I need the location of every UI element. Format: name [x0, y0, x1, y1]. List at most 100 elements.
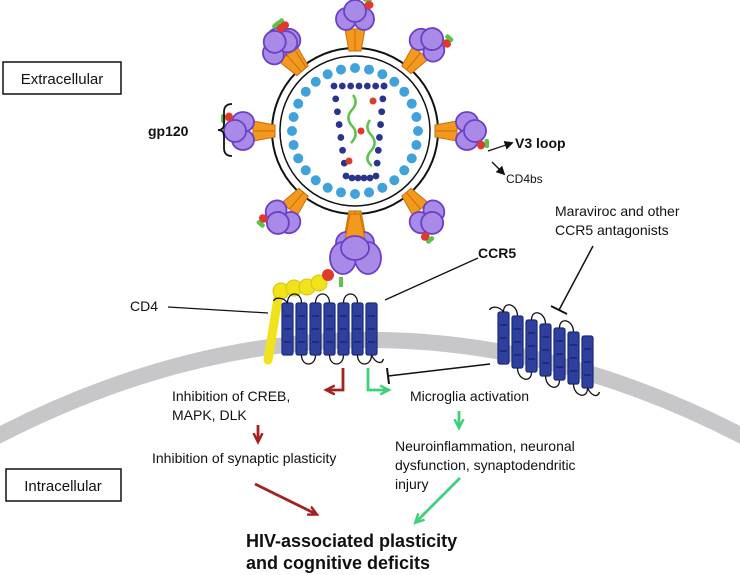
- matrix-dot: [411, 140, 422, 151]
- core-dot: [360, 174, 368, 182]
- t-bar-inhibition-icon: [550, 245, 594, 315]
- extracellular-box: Extracellular: [2, 61, 122, 95]
- matrix-dot: [322, 182, 333, 193]
- matrix-dot: [310, 175, 321, 186]
- v3-loop-pointer: [487, 140, 514, 152]
- matrix-dot: [322, 69, 333, 80]
- matrix-dot: [350, 63, 360, 73]
- matrix-dot: [364, 187, 375, 198]
- matrix-dot: [335, 187, 346, 198]
- creb-label-line2: MAPK, DLK: [172, 407, 247, 423]
- gp120-brace: [217, 103, 233, 157]
- outcome-line1: HIV-associated plasticity: [246, 531, 457, 551]
- core-dot: [372, 172, 380, 180]
- matrix-dot: [335, 64, 346, 75]
- core-dot: [354, 174, 362, 182]
- core-dot: [378, 108, 386, 116]
- core-dot: [347, 82, 355, 90]
- envelope-spikes: [221, 0, 489, 275]
- matrix-dot: [389, 175, 400, 186]
- core-dot: [376, 134, 383, 141]
- arrow-icon: [327, 368, 345, 390]
- core-dot: [338, 82, 346, 90]
- gp120-gp41-spike: [335, 0, 375, 52]
- gp120-gp41-spike: [401, 187, 446, 244]
- core-dot: [379, 95, 387, 103]
- neuro-label-line2: dysfunction, synaptodendritic: [395, 457, 576, 473]
- ccr5-pointer: [384, 257, 479, 301]
- neuro-label-line1: Neuroinflammation, neuronal: [395, 438, 575, 454]
- synaptic-label: Inhibition of synaptic plasticity: [152, 450, 336, 466]
- cd4-label: CD4: [130, 298, 158, 314]
- gp120-gp41-spike: [401, 27, 454, 75]
- matrix-dot: [406, 153, 417, 164]
- matrix-dot: [377, 69, 388, 80]
- matrix-dot: [399, 86, 410, 97]
- intracellular-box: Intracellular: [5, 468, 122, 502]
- rna-strand: [366, 119, 376, 167]
- core-dot: [334, 108, 341, 116]
- core-dot: [342, 172, 350, 180]
- gp120-gp41-spike: [256, 187, 309, 235]
- cd4bs-pointer: [491, 161, 506, 176]
- matrix-dot: [411, 111, 422, 122]
- gp120-gp41-spike: [221, 111, 276, 151]
- core-dot: [332, 95, 340, 103]
- core-dot: [377, 121, 384, 128]
- core-dot: [363, 82, 371, 90]
- core-dot: [372, 82, 380, 90]
- core-protein: [369, 97, 377, 105]
- matrix-dot: [406, 98, 417, 109]
- rna-strand: [347, 94, 357, 144]
- matrix-dot: [377, 182, 388, 193]
- ccr5-label: CCR5: [478, 245, 516, 261]
- gp120-label: gp120: [148, 123, 189, 139]
- matrix-dot: [300, 165, 311, 176]
- maraviroc-label-line1: Maraviroc and other: [555, 203, 680, 219]
- matrix-dot: [288, 111, 299, 122]
- maraviroc-label-line2: CCR5 antagonists: [555, 222, 669, 238]
- microglia-label: Microglia activation: [410, 388, 529, 404]
- matrix-dot: [310, 76, 321, 87]
- core-dot: [339, 146, 346, 154]
- ccr5-receptor-antagonist: [488, 304, 601, 397]
- gp120-gp41-spike-bound: [329, 213, 382, 275]
- matrix-dot: [300, 86, 311, 97]
- t-bar-inhibition-icon: [386, 363, 491, 385]
- arrow-icon: [416, 477, 461, 522]
- core-dot: [355, 82, 363, 90]
- intracellular-label: Intracellular: [24, 478, 102, 495]
- core-dot: [337, 134, 345, 141]
- core-dot: [374, 146, 382, 154]
- core-dot: [348, 174, 356, 182]
- matrix-dot: [287, 126, 297, 136]
- hiv-virion: [221, 0, 489, 275]
- gp120-gp41-spike: [434, 111, 489, 151]
- matrix-dot: [293, 153, 304, 164]
- ccr5-receptor-bound: [272, 293, 385, 365]
- core-dot: [380, 82, 388, 90]
- matrix-dot: [389, 76, 400, 87]
- cd4-pointer: [167, 306, 269, 314]
- v3-loop-label: V3 loop: [515, 135, 566, 151]
- matrix-dot: [288, 140, 299, 151]
- matrix-dot: [413, 126, 423, 136]
- matrix-dot: [364, 64, 375, 75]
- core-dot: [366, 174, 374, 182]
- cd4-receptor: [263, 269, 334, 365]
- core-protein: [357, 127, 365, 135]
- matrix-dot: [399, 165, 410, 176]
- core-dot: [335, 121, 343, 128]
- extracellular-label: Extracellular: [21, 71, 104, 88]
- core-protein: [345, 157, 353, 165]
- neuro-label-line3: injury: [395, 476, 428, 492]
- matrix-dot: [350, 189, 360, 199]
- capsid-core: [330, 82, 388, 182]
- outcome-line2: and cognitive deficits: [246, 553, 430, 573]
- arrow-icon: [366, 368, 388, 390]
- arrow-icon: [254, 482, 316, 514]
- matrix-dots: [287, 63, 423, 199]
- core-dot: [373, 159, 381, 167]
- cd4bs-label: CD4bs: [506, 172, 543, 186]
